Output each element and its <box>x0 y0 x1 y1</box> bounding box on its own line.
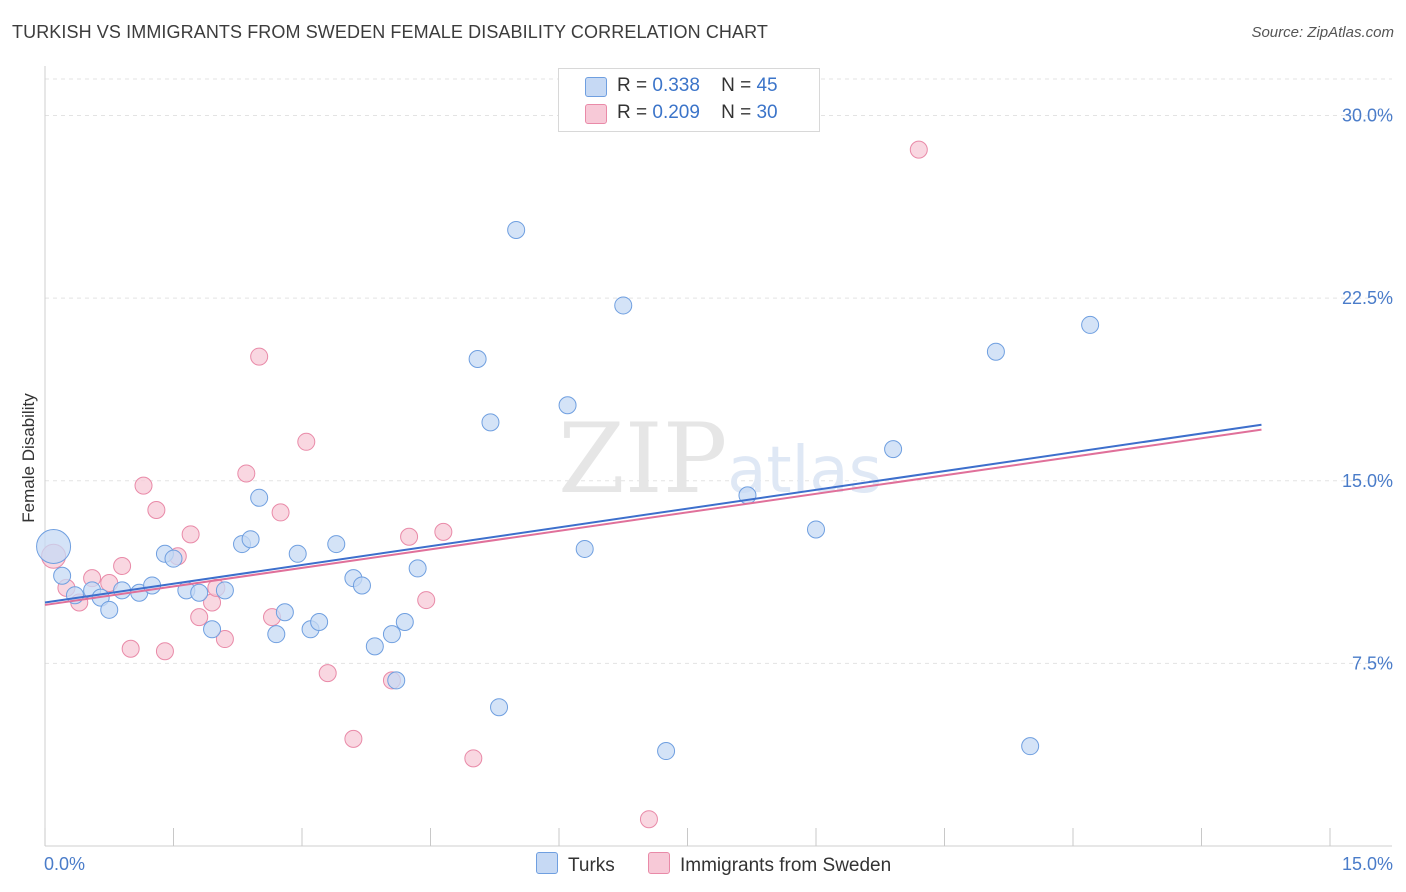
y-tick-label-1: 15.0% <box>1342 471 1393 491</box>
point-sweden-9 <box>155 642 174 661</box>
y-axis-label: Female Disability <box>19 393 38 523</box>
point-turks-17 <box>250 488 269 507</box>
legend-r-label: R = <box>617 75 648 96</box>
point-turks-32 <box>481 413 500 432</box>
legend-n-label: N = <box>721 102 752 123</box>
point-turks-5 <box>100 600 119 619</box>
point-turks-28 <box>395 612 414 631</box>
point-turks-14 <box>215 581 234 600</box>
legend-n-value-sweden: 30 <box>756 102 778 123</box>
point-sweden-22 <box>344 729 363 748</box>
point-sweden-19 <box>271 503 290 522</box>
point-turks-34 <box>507 220 526 239</box>
legend-n-label: N = <box>721 75 752 96</box>
y-tick-label-0: 7.5% <box>1352 653 1393 673</box>
point-turks-25 <box>352 576 371 595</box>
legend-n-value-turks: 45 <box>756 75 778 96</box>
point-turks-43 <box>1021 737 1040 756</box>
point-sweden-17 <box>250 347 269 366</box>
point-sweden-20 <box>297 432 316 451</box>
point-turks-26 <box>365 637 384 656</box>
legend-r-label: R = <box>617 102 648 123</box>
axes <box>44 66 1392 847</box>
x-tick-labels: 0.0% 15.0% <box>44 854 1393 874</box>
point-sweden-5 <box>113 556 132 575</box>
point-turks-36 <box>575 539 594 558</box>
trend-line-turks <box>44 423 1262 604</box>
point-turks-30 <box>408 559 427 578</box>
point-turks-1 <box>53 566 72 585</box>
point-sweden-15 <box>215 630 234 649</box>
point-sweden-21 <box>318 664 337 683</box>
y-tick-labels: 7.5% 15.0% 22.5% 30.0% <box>1342 106 1393 674</box>
point-turks-10 <box>164 549 183 568</box>
point-turks-31 <box>468 350 487 369</box>
trend-lines <box>44 423 1262 606</box>
point-turks-40 <box>807 520 825 539</box>
point-turks-20 <box>288 544 307 563</box>
point-turks-41 <box>884 440 903 459</box>
bottom-legend-swatch-sweden <box>648 852 670 874</box>
y-tick-label-2: 22.5% <box>1342 288 1393 308</box>
point-turks-18 <box>267 625 286 644</box>
point-sweden-27 <box>464 749 483 768</box>
bottom-legend-label-turks: Turks <box>568 855 615 876</box>
point-turks-12 <box>190 583 209 602</box>
point-sweden-8 <box>147 500 166 519</box>
point-turks-23 <box>327 535 346 554</box>
watermark: ZIPatlas <box>558 403 882 515</box>
point-turks-44 <box>1081 315 1100 334</box>
point-sweden-6 <box>121 639 140 658</box>
legend: R = 0.338 N = 45 R = 0.209 N = 30 <box>558 68 820 132</box>
x-tick-label-1: 15.0% <box>1342 854 1393 874</box>
x-tick-label-0: 0.0% <box>44 854 85 874</box>
bottom-legend-sweden: Immigrants from Sweden <box>648 852 891 877</box>
point-sweden-28 <box>639 810 658 829</box>
point-sweden-12 <box>190 608 209 627</box>
point-turks-27 <box>382 625 401 644</box>
legend-r-value-turks: 0.338 <box>652 75 700 96</box>
point-sweden-16 <box>237 464 256 483</box>
point-sweden-29 <box>909 140 928 159</box>
point-turks-33 <box>490 698 509 717</box>
point-sweden-7 <box>134 476 153 495</box>
legend-swatch-turks <box>585 77 607 97</box>
point-turks-13 <box>203 620 222 639</box>
point-sweden-24 <box>400 527 419 546</box>
trend-line-sweden <box>44 428 1262 606</box>
point-sweden-25 <box>417 591 436 610</box>
legend-r-value-sweden: 0.209 <box>652 102 700 123</box>
point-turks-16 <box>241 530 260 549</box>
point-turks-37 <box>614 296 633 315</box>
point-sweden-26 <box>434 522 453 541</box>
point-turks-29 <box>387 671 406 690</box>
legend-swatch-sweden <box>585 104 607 124</box>
point-turks-0 <box>36 529 72 565</box>
bottom-legend-label-sweden: Immigrants from Sweden <box>680 855 892 876</box>
bottom-legend-swatch-turks <box>536 852 558 874</box>
point-turks-22 <box>310 612 329 631</box>
point-turks-38 <box>657 742 676 761</box>
point-turks-19 <box>275 603 294 622</box>
point-turks-35 <box>558 396 577 415</box>
point-turks-42 <box>986 342 1005 361</box>
chart-source: Source: ZipAtlas.com <box>1251 24 1394 41</box>
bottom-legend-turks: Turks <box>536 852 615 877</box>
y-tick-label-3: 30.0% <box>1342 106 1393 126</box>
point-sweden-11 <box>181 525 200 544</box>
chart-title: TURKISH VS IMMIGRANTS FROM SWEDEN FEMALE… <box>12 22 768 42</box>
